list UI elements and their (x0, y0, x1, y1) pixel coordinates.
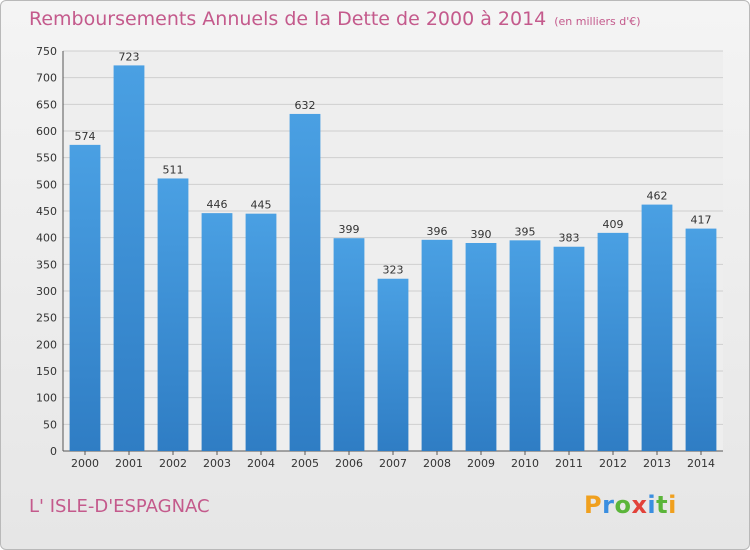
bar (113, 65, 145, 452)
data-label: 323 (383, 264, 404, 277)
logo-letter: r (602, 491, 615, 519)
x-tick-label: 2013 (643, 457, 671, 470)
x-tick-label: 2008 (423, 457, 451, 470)
data-label: 446 (207, 198, 228, 211)
data-label: 445 (251, 199, 272, 212)
commune-name: L' ISLE-D'ESPAGNAC (29, 496, 210, 517)
logo-letter: i (668, 491, 677, 519)
y-tick-label: 550 (36, 152, 57, 165)
y-tick-label: 150 (36, 365, 57, 378)
logo-letter: i (647, 491, 657, 519)
data-label: 574 (75, 130, 96, 143)
data-label: 399 (339, 223, 360, 236)
x-tick-label: 2001 (115, 457, 143, 470)
logo-letter: t (656, 491, 669, 519)
bar (245, 213, 277, 451)
bar (509, 240, 541, 451)
bar (641, 204, 673, 451)
data-label: 723 (119, 50, 140, 63)
data-label: 462 (647, 190, 668, 203)
unit-note: (en milliers d'€) (554, 15, 641, 28)
bar (597, 232, 629, 451)
x-tick-label: 2009 (467, 457, 495, 470)
data-label: 632 (295, 99, 316, 112)
bar (421, 239, 453, 451)
data-label: 395 (515, 225, 536, 238)
logo-letter: o (614, 491, 632, 519)
bar (685, 228, 717, 451)
logo-letter: x (631, 491, 648, 519)
y-tick-label: 100 (36, 392, 57, 405)
bar (553, 246, 585, 451)
y-tick-label: 650 (36, 98, 57, 111)
x-tick-label: 2002 (159, 457, 187, 470)
x-tick-label: 2006 (335, 457, 363, 470)
y-tick-label: 600 (36, 125, 57, 138)
bar (465, 243, 497, 451)
x-tick-label: 2011 (555, 457, 583, 470)
y-tick-label: 500 (36, 178, 57, 191)
bar (377, 278, 409, 451)
data-label: 511 (163, 163, 184, 176)
proxiti-logo: Proxiti (584, 491, 677, 519)
data-label: 390 (471, 228, 492, 241)
data-label: 409 (603, 218, 624, 231)
y-tick-label: 350 (36, 258, 57, 271)
x-tick-label: 2014 (687, 457, 715, 470)
x-tick-label: 2010 (511, 457, 539, 470)
x-tick-label: 2012 (599, 457, 627, 470)
y-tick-label: 400 (36, 232, 57, 245)
data-label: 396 (427, 225, 448, 238)
y-tick-label: 700 (36, 72, 57, 85)
x-tick-label: 2007 (379, 457, 407, 470)
bar (333, 238, 365, 451)
chart-title: Remboursements Annuels de la Dette de 20… (29, 8, 641, 30)
x-tick-label: 2005 (291, 457, 319, 470)
bar (289, 113, 321, 451)
y-tick-label: 750 (36, 45, 57, 58)
y-tick-label: 200 (36, 338, 57, 351)
bar (201, 213, 233, 451)
y-tick-label: 50 (43, 418, 57, 431)
data-label: 417 (691, 214, 712, 227)
bar (69, 144, 101, 451)
y-tick-label: 300 (36, 285, 57, 298)
y-tick-label: 450 (36, 205, 57, 218)
logo-letter: P (584, 491, 603, 519)
y-tick-label: 0 (50, 445, 57, 458)
title-text: Remboursements Annuels de la Dette de 20… (29, 8, 547, 30)
bar (157, 178, 189, 451)
data-label: 383 (559, 232, 580, 245)
x-tick-label: 2003 (203, 457, 231, 470)
x-tick-label: 2004 (247, 457, 275, 470)
x-tick-label: 2000 (71, 457, 99, 470)
y-tick-label: 250 (36, 312, 57, 325)
